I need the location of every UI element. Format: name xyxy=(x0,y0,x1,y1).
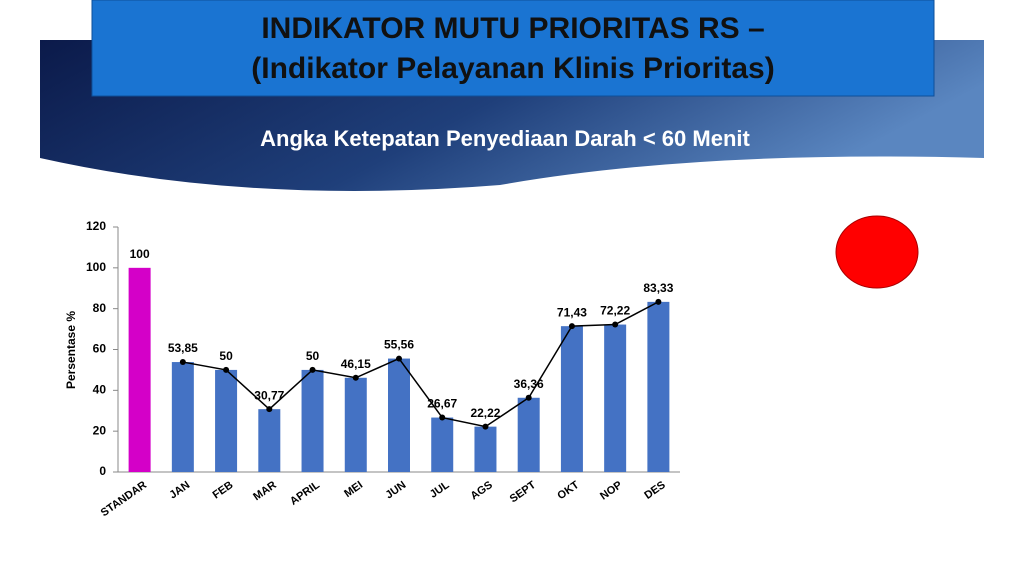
trend-point xyxy=(439,414,446,421)
title-box xyxy=(91,0,935,97)
subtitle: Angka Ketepatan Penyediaan Darah < 60 Me… xyxy=(260,126,750,151)
data-label: 71,43 xyxy=(557,305,587,319)
data-label: 46,15 xyxy=(341,357,371,371)
y-tick-label: 120 xyxy=(86,219,106,233)
title-line: INDIKATOR MUTU PRIORITAS RS – xyxy=(261,12,764,45)
title-line: (Indikator Pelayanan Klinis Prioritas) xyxy=(251,52,774,85)
trend-point xyxy=(266,406,273,413)
x-tick-label: FEB xyxy=(211,479,236,501)
x-tick-label: DES xyxy=(642,479,667,502)
data-label: 50 xyxy=(306,349,320,363)
y-tick-label: 80 xyxy=(93,301,107,315)
data-label: 30,77 xyxy=(254,388,284,402)
bar xyxy=(388,358,410,472)
bar xyxy=(647,301,670,472)
x-tick-label: APRIL xyxy=(288,479,322,508)
data-label: 50 xyxy=(219,349,233,363)
trend-point xyxy=(568,323,575,330)
y-tick-label: 60 xyxy=(93,342,107,356)
bar xyxy=(171,362,194,472)
trend-point xyxy=(396,355,402,362)
bar xyxy=(258,409,281,472)
x-tick-label: JUN xyxy=(383,479,408,501)
bar xyxy=(301,369,324,472)
bar xyxy=(344,377,367,472)
x-tick-label: MEI xyxy=(342,479,365,500)
trend-point xyxy=(655,298,662,305)
bar xyxy=(517,397,540,472)
trend-line xyxy=(182,301,659,428)
trend-point xyxy=(482,423,489,430)
x-tick-label: JUL xyxy=(428,479,452,501)
x-tick-label: JAN xyxy=(167,479,192,501)
y-tick-label: 40 xyxy=(93,383,107,397)
trend-point xyxy=(525,394,532,401)
bar xyxy=(560,326,583,472)
bar xyxy=(215,369,238,472)
data-label: 72,22 xyxy=(600,304,630,318)
bar xyxy=(474,426,497,472)
x-tick-label: NOP xyxy=(598,479,624,503)
x-tick-label: AGS xyxy=(468,479,494,503)
data-label: 22,22 xyxy=(470,406,500,420)
x-tick-label: STANDAR xyxy=(99,479,149,519)
trend-point xyxy=(352,374,359,381)
y-tick-label: 0 xyxy=(99,464,106,478)
status-indicator xyxy=(835,215,919,289)
bar xyxy=(128,267,151,472)
y-tick-label: 20 xyxy=(93,423,107,437)
trend-point xyxy=(223,366,230,373)
x-tick-label: OKT xyxy=(555,479,581,502)
bar xyxy=(431,417,454,472)
data-label: 83,33 xyxy=(643,281,673,295)
data-label: 53,85 xyxy=(168,341,198,355)
x-tick-label: SEPT xyxy=(508,479,539,505)
x-tick-label: MAR xyxy=(251,479,278,503)
trend-point xyxy=(612,321,619,328)
bar xyxy=(604,324,627,472)
trend-point xyxy=(309,366,316,373)
y-tick-label: 100 xyxy=(86,260,106,274)
y-axis-title: Persentase % xyxy=(64,311,78,389)
data-label: 100 xyxy=(130,247,150,261)
data-label: 36,36 xyxy=(514,377,544,391)
trend-point xyxy=(179,359,186,366)
data-label: 55,56 xyxy=(384,338,414,352)
